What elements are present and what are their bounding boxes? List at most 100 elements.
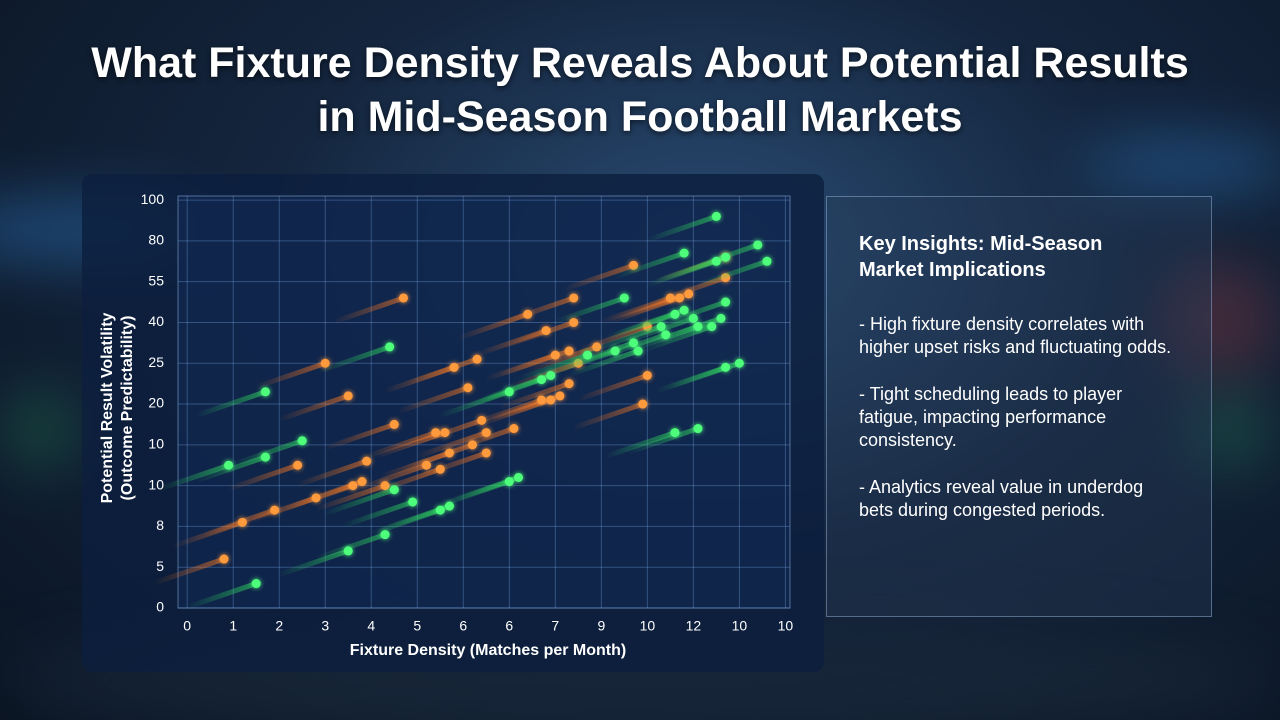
point: [320, 358, 330, 368]
streak: [561, 340, 637, 370]
y-tick-label: 100: [141, 191, 165, 207]
point: [688, 313, 698, 323]
point: [670, 309, 680, 319]
point: [679, 248, 689, 258]
streak: [330, 295, 406, 325]
y-tick-label: 40: [148, 313, 164, 329]
point: [642, 370, 652, 380]
point: [670, 428, 680, 438]
point: [311, 493, 321, 503]
y-tick-label: 8: [156, 517, 164, 533]
y-tick-label: 80: [148, 232, 164, 248]
point: [675, 293, 685, 303]
streak: [151, 556, 227, 586]
streak: [643, 213, 719, 243]
x-tick-label: 2: [275, 618, 283, 634]
point: [449, 362, 459, 372]
point: [665, 293, 675, 303]
point: [481, 428, 491, 438]
point: [509, 424, 519, 434]
point: [707, 322, 717, 332]
streak: [565, 348, 641, 378]
streak: [340, 499, 416, 529]
point: [546, 370, 556, 380]
streak: [321, 421, 397, 451]
point: [362, 456, 372, 466]
streak: [574, 324, 650, 354]
streak: [353, 462, 429, 492]
streak: [413, 430, 489, 460]
point: [481, 448, 491, 458]
streak: [275, 393, 351, 423]
point: [444, 448, 454, 458]
streak: [551, 295, 627, 325]
streak: [275, 548, 351, 578]
point: [270, 505, 280, 515]
point: [472, 354, 482, 364]
x-tick-label: 4: [367, 618, 375, 634]
y-tick-label: 10: [148, 436, 164, 452]
point: [293, 460, 303, 470]
streak: [501, 319, 577, 349]
point: [550, 350, 560, 360]
insight-item: - Analytics reveal value in underdog bet…: [859, 477, 1144, 520]
y-tick-label: 5: [156, 558, 164, 574]
point: [716, 313, 726, 323]
point: [260, 387, 270, 397]
point: [753, 240, 763, 250]
x-tick-label: 5: [413, 618, 421, 634]
point: [564, 346, 574, 356]
point: [610, 346, 620, 356]
chart-panel: [82, 174, 824, 672]
point: [421, 460, 431, 470]
point: [546, 395, 556, 405]
streak: [183, 581, 259, 611]
x-tick-label: 10: [778, 618, 794, 634]
background-screen: [1190, 390, 1270, 470]
point: [435, 464, 445, 474]
point: [389, 419, 399, 429]
streak: [602, 430, 678, 460]
y-tick-label: 55: [148, 272, 164, 288]
point: [467, 440, 477, 450]
background-screen: [0, 390, 80, 470]
streak: [588, 324, 664, 354]
insight-item: - High fixture density correlates with h…: [859, 314, 1172, 357]
x-tick-label: 6: [459, 618, 467, 634]
streak: [229, 438, 305, 468]
point: [348, 481, 358, 491]
streak: [611, 250, 687, 280]
streak: [413, 450, 489, 480]
point: [504, 477, 514, 487]
point: [721, 297, 731, 307]
point: [251, 579, 261, 589]
streak: [639, 324, 715, 354]
point: [633, 346, 643, 356]
streak: [501, 295, 577, 325]
streak: [570, 401, 646, 431]
streak: [694, 258, 770, 288]
point: [431, 428, 441, 438]
streak: [252, 360, 328, 390]
insight-item: - Tight scheduling leads to player fatig…: [859, 384, 1123, 450]
background-light: [1080, 140, 1280, 190]
streak: [515, 352, 591, 382]
point: [693, 322, 703, 332]
streak: [524, 344, 600, 374]
x-tick-label: 6: [505, 618, 513, 634]
x-tick-label: 0: [183, 618, 191, 634]
x-tick-label: 10: [640, 618, 656, 634]
streak: [312, 532, 388, 562]
insight-heading: Key Insights: Mid-Season Market Implicat…: [859, 233, 1103, 281]
x-tick-label: 10: [732, 618, 748, 634]
point: [385, 342, 395, 352]
point: [721, 362, 731, 372]
streak: [321, 487, 397, 517]
point: [514, 472, 524, 482]
point: [357, 477, 367, 487]
streak: [625, 426, 701, 456]
point: [477, 415, 487, 425]
point: [638, 399, 648, 409]
point: [343, 391, 353, 401]
